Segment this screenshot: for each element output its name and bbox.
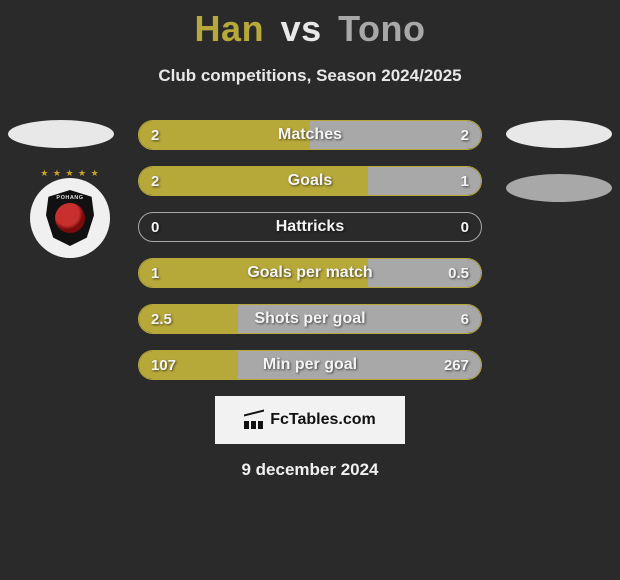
fill-left (139, 121, 310, 149)
shield-inner-icon (55, 203, 85, 233)
stat-value-right: 0.5 (448, 259, 469, 287)
vs-label: vs (281, 8, 322, 49)
stat-row: 107267Min per goal (138, 350, 482, 380)
stat-value-left: 0 (151, 213, 159, 241)
stat-value-left: 2.5 (151, 305, 172, 333)
stat-row: 10.5Goals per match (138, 258, 482, 288)
stat-label: Hattricks (139, 213, 481, 241)
stat-rows: 22Matches21Goals00Hattricks10.5Goals per… (138, 120, 482, 380)
player1-name: Han (195, 8, 265, 49)
brand-box: FcTables.com (215, 396, 405, 444)
date-label: 9 december 2024 (0, 460, 620, 480)
stat-row: 0 0Hattricks (138, 212, 482, 242)
page-title: Han vs Tono (0, 0, 620, 50)
club-org-text: POHANG (46, 195, 94, 201)
chart-icon (244, 411, 266, 429)
stat-value-right: 2 (461, 121, 469, 149)
stat-value-right: 0 (461, 213, 469, 241)
fill-left (139, 167, 368, 195)
stat-value-left: 2 (151, 167, 159, 195)
decorative-oval (506, 120, 612, 148)
stat-row: 21Goals (138, 166, 482, 196)
club-badge: POHANG (30, 178, 110, 258)
subtitle: Club competitions, Season 2024/2025 (0, 66, 620, 86)
fill-right (238, 305, 481, 333)
stat-value-right: 267 (444, 351, 469, 379)
stat-value-left: 107 (151, 351, 176, 379)
comparison-panel: ★ ★ ★ ★ ★ POHANG 22Matches21Goals00Hattr… (0, 120, 620, 380)
stat-value-right: 1 (461, 167, 469, 195)
stat-row: 2.56Shots per goal (138, 304, 482, 334)
stat-value-left: 1 (151, 259, 159, 287)
stat-row: 22Matches (138, 120, 482, 150)
fill-left (139, 259, 368, 287)
stat-value-left: 2 (151, 121, 159, 149)
decorative-oval (506, 174, 612, 202)
fill-right (310, 121, 481, 149)
brand-label: FcTables.com (270, 411, 376, 429)
player2-name: Tono (338, 8, 425, 49)
decorative-oval (8, 120, 114, 148)
shield-icon: POHANG (46, 190, 94, 246)
stat-value-right: 6 (461, 305, 469, 333)
